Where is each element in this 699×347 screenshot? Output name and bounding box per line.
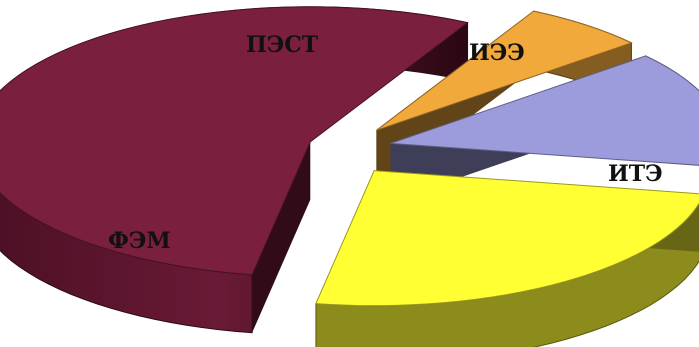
slice-label-pest: ПЭСТ	[246, 32, 319, 58]
slice-label-iee: ИЭЭ	[469, 40, 525, 66]
slice-label-ite: ИТЭ	[608, 161, 663, 187]
slice-label-fem: ФЭМ	[108, 228, 171, 254]
slice-top-1	[376, 10, 633, 131]
slice-top-3	[315, 170, 699, 307]
slice-tops	[0, 6, 699, 307]
slice-top-2	[390, 55, 699, 166]
slice-top-0	[0, 6, 469, 276]
slice-wall-0	[252, 141, 311, 333]
